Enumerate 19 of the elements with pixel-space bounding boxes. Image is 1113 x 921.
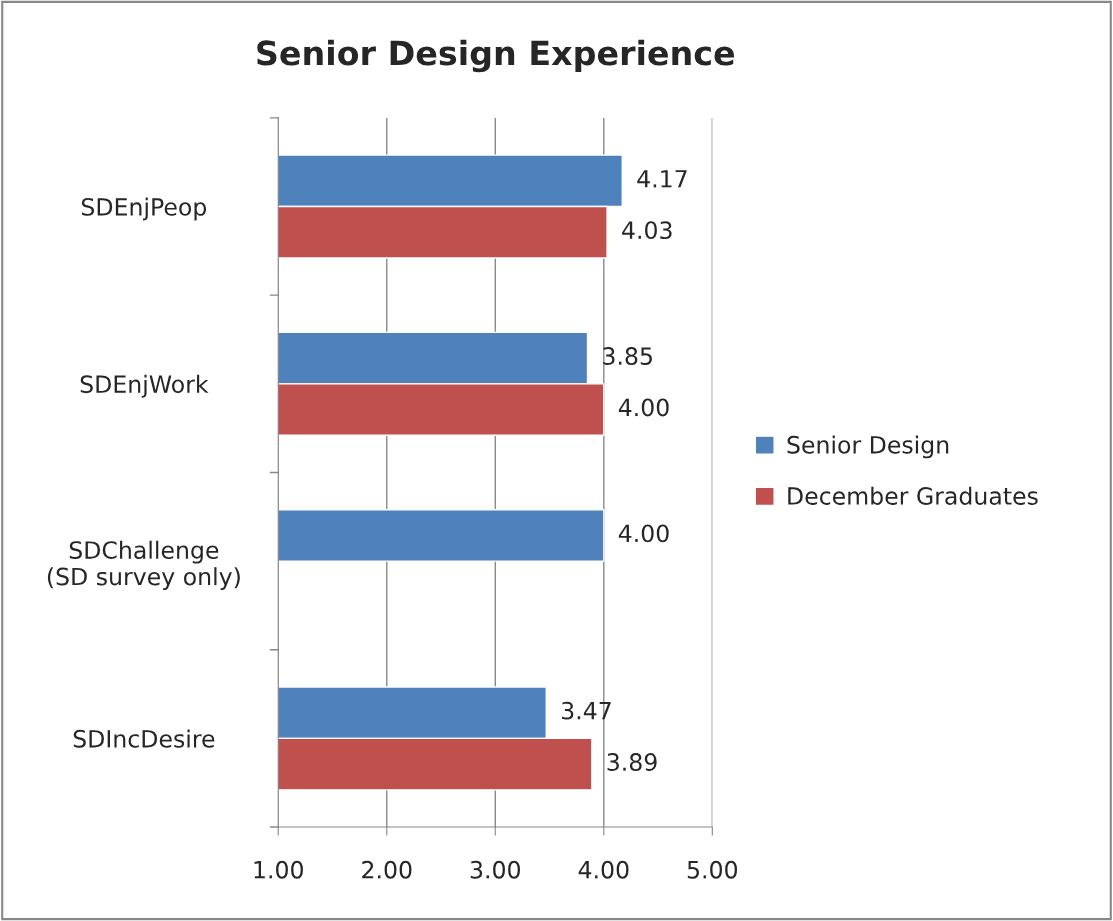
data-label: 3.89 (607, 753, 657, 771)
legend-label: Senior Design (787, 435, 949, 459)
data-label: 3.85 (603, 347, 652, 365)
x-tick-label: 2.00 (362, 860, 412, 879)
x-tick-label: 3.00 (470, 860, 520, 879)
x-tick-label: 5.00 (687, 860, 738, 879)
data-label: 4.00 (618, 398, 669, 417)
chart-title: Senior Design Experience (257, 39, 735, 73)
data-label: 3.47 (561, 701, 611, 720)
data-label: 4.03 (622, 221, 672, 240)
legend-label: December Graduates (788, 486, 1038, 505)
y-tick-label: SDIncDesire (73, 729, 215, 748)
y-tick-label: SDChallenge (SD survey only) (47, 540, 240, 591)
x-tick-label: 1.00 (254, 860, 303, 879)
x-tick-label: 4.00 (578, 860, 629, 879)
data-label: 4.00 (618, 524, 669, 543)
data-label: 4.17 (637, 170, 687, 188)
y-tick-label: SDEnjWork (80, 374, 209, 398)
y-tick-label: SDEnjPeop (81, 197, 207, 221)
